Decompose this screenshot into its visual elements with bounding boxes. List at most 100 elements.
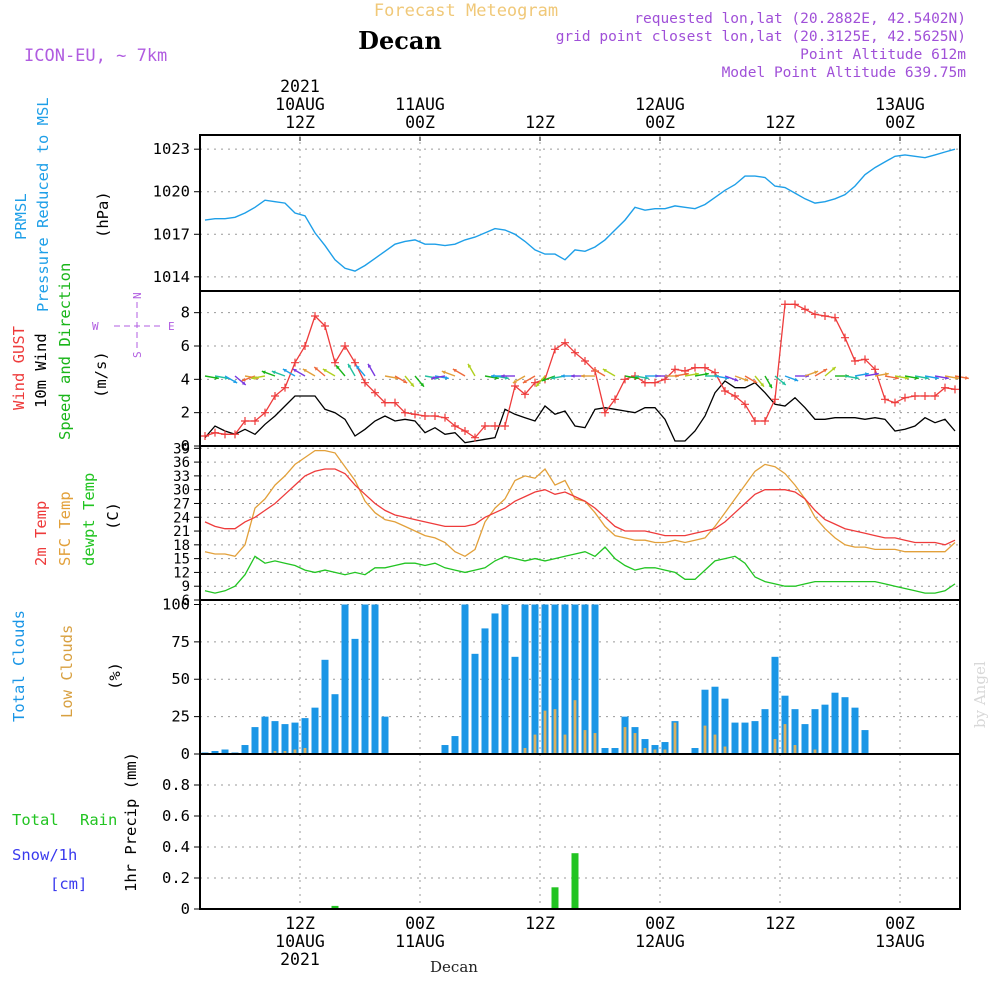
- low-cloud-bar: [713, 734, 717, 754]
- low-cloud-bar: [563, 734, 567, 754]
- wind-direction-arrow: [261, 370, 276, 377]
- gust-marker: [371, 388, 379, 397]
- gust-marker: [751, 417, 759, 425]
- gust-marker: [931, 392, 939, 400]
- low-cloud-bar: [813, 749, 817, 754]
- temperature-frame: [199, 445, 961, 601]
- gust-marker: [431, 412, 439, 420]
- pressure-ytick-label: 1020: [153, 183, 190, 201]
- gust-marker: [811, 310, 819, 319]
- gust-marker: [251, 417, 259, 425]
- total-cloud-bar: [791, 709, 799, 754]
- low-cloud-bar: [663, 749, 667, 754]
- total-cloud-bar: [601, 748, 609, 754]
- wind-unit: (m/s): [92, 351, 110, 398]
- compass-e: E: [168, 320, 175, 333]
- total-cloud-bar: [501, 604, 509, 754]
- temp-unit: (C): [104, 502, 122, 530]
- total-cloud-bar: [801, 724, 809, 754]
- wind-direction-arrow: [282, 368, 296, 377]
- gust-marker: [201, 432, 209, 440]
- total-cloud-bar: [861, 730, 869, 754]
- wind-ytick-label: 0: [181, 437, 190, 455]
- total-cloud-bar: [731, 722, 739, 754]
- wind-direction-arrow: [535, 375, 546, 388]
- low-cloud-bar: [273, 751, 277, 754]
- wind-direction-arrow: [414, 375, 425, 388]
- wind-direction-arrow: [694, 372, 709, 377]
- wind-direction-arrow: [592, 368, 606, 377]
- gust-marker: [871, 365, 879, 374]
- wind-panel: 0 2 4 6 8: [181, 291, 969, 455]
- time-label-top: 00Z: [885, 113, 915, 132]
- wind-direction-arrow: [874, 372, 889, 377]
- precip-snow-label: Snow/1h: [12, 846, 77, 864]
- gust-marker: [511, 382, 519, 390]
- wind-direction-arrow: [522, 375, 536, 384]
- gust-marker: [391, 398, 399, 407]
- gust-marker: [561, 338, 569, 347]
- temp-sfc-label: SFC Temp: [56, 491, 74, 566]
- cloud-labels: Total Clouds Low Clouds (%): [10, 610, 124, 722]
- low-cloud-bar: [303, 748, 307, 754]
- low-cloud-bar: [553, 709, 557, 754]
- wind-direction-arrow: [302, 368, 316, 377]
- total-cloud-bar: [441, 745, 449, 754]
- total-cloud-bar: [721, 698, 729, 754]
- low-cloud-bar: [783, 724, 787, 754]
- wind-direction-arrow: [844, 375, 859, 380]
- gust-marker: [671, 365, 679, 374]
- total-cloud-bar: [331, 694, 339, 754]
- wind-ytick-label: 4: [181, 370, 190, 388]
- total-cloud-bar: [541, 604, 549, 754]
- total-cloud-bar: [701, 689, 709, 754]
- temp-labels: 2m Temp SFC Temp dewpt Temp (C): [32, 473, 122, 566]
- temperature-ytick-label: 39: [173, 441, 190, 457]
- compass-s: S: [131, 351, 144, 358]
- gust-marker: [911, 392, 919, 400]
- precip-ytick-label: 0: [181, 900, 190, 918]
- wind-10m-label: 10m Wind: [32, 333, 50, 408]
- wind-ytick-label: 6: [181, 337, 190, 355]
- total-cloud-bar: [281, 724, 289, 754]
- time-label-bottom: 2021: [280, 950, 320, 969]
- wind-direction-arrow: [322, 368, 336, 377]
- total-cloud-bar: [491, 613, 499, 754]
- gust-marker: [721, 387, 729, 395]
- gust-marker: [801, 305, 809, 314]
- low-cloud-bar: [643, 748, 647, 754]
- total-cloud-bar: [811, 709, 819, 754]
- precip-ytick-label: 0.6: [162, 807, 190, 825]
- pressure-label-prmsl: PRMSL: [12, 193, 30, 240]
- wind-direction-arrow: [744, 375, 758, 384]
- low-cloud-bar: [633, 733, 637, 754]
- total-cloud-bar: [751, 721, 759, 754]
- wind-direction-arrow: [724, 375, 739, 382]
- precip-snow-unit: [cm]: [50, 875, 87, 893]
- time-label-bottom: 00Z: [885, 914, 915, 933]
- gust-marker: [701, 363, 709, 372]
- footer-location: Decan: [430, 958, 478, 976]
- gust-marker: [531, 378, 539, 387]
- wind-dir-label: Speed and Direction: [56, 263, 74, 440]
- total-cloud-bar: [481, 628, 489, 754]
- wind-direction-arrow: [367, 363, 376, 377]
- total-cloud-bar: [311, 707, 319, 754]
- total-cloud-bar: [691, 748, 699, 754]
- wind-direction-arrow: [541, 375, 556, 382]
- wind-direction-arrow: [954, 375, 969, 380]
- gust-marker: [741, 400, 749, 409]
- wind-direction-arrow: [814, 368, 828, 377]
- time-label-bottom: 10AUG: [275, 932, 325, 951]
- gust-marker: [651, 378, 659, 387]
- gust-marker: [771, 395, 779, 404]
- gust-marker: [521, 390, 529, 399]
- time-label-top: 12Z: [525, 113, 555, 132]
- gust-marker: [881, 395, 889, 404]
- pressure-line: [204, 148, 956, 272]
- temperature-ytick-label: 9: [182, 579, 190, 595]
- wind-direction-arrow: [764, 375, 773, 389]
- pressure-frame: [199, 134, 961, 292]
- total-cloud-bar: [241, 745, 249, 754]
